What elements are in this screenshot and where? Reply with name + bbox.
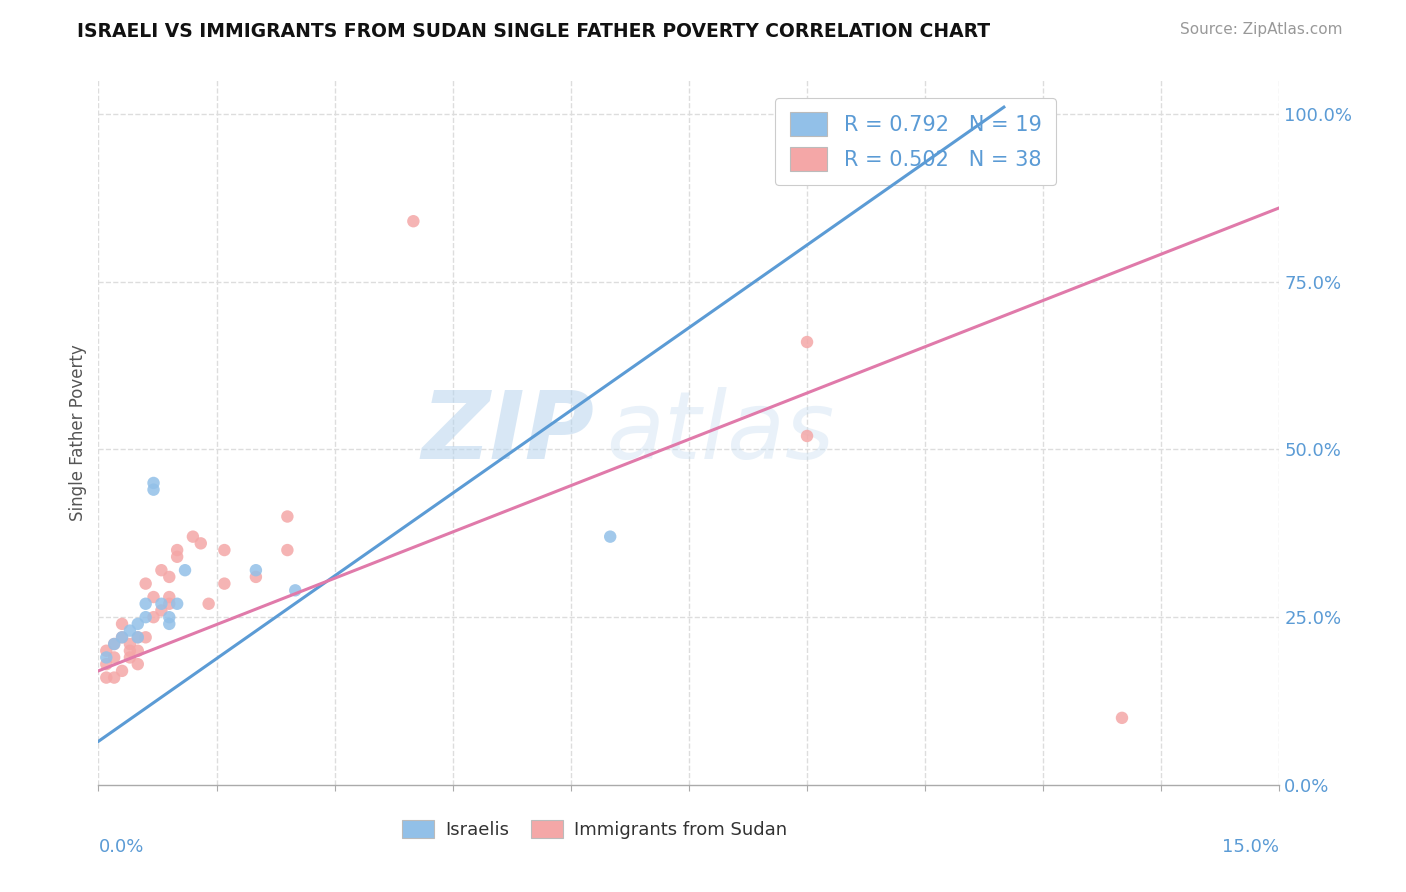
Point [96, 657, 118, 672]
Point [118, 644, 141, 658]
Point [118, 624, 141, 638]
Point [111, 630, 134, 644]
Point [796, 334, 818, 349]
Point [402, 214, 425, 228]
Point [103, 637, 125, 651]
Point [127, 616, 149, 631]
Point [135, 576, 157, 591]
Point [157, 590, 180, 604]
Point [96, 650, 118, 665]
Point [142, 483, 165, 497]
Point [150, 603, 173, 617]
Point [245, 570, 267, 584]
Point [127, 630, 149, 644]
Point [181, 530, 204, 544]
Point [127, 644, 149, 658]
Point [166, 543, 188, 558]
Point [135, 630, 157, 644]
Text: ZIP: ZIP [422, 386, 595, 479]
Point [103, 637, 125, 651]
Point [135, 597, 157, 611]
Point [214, 576, 236, 591]
Point [150, 563, 173, 577]
Point [599, 530, 621, 544]
Point [135, 610, 157, 624]
Point [276, 543, 298, 558]
Point [197, 597, 219, 611]
Text: Source: ZipAtlas.com: Source: ZipAtlas.com [1180, 22, 1343, 37]
Legend: Israelis, Immigrants from Sudan: Israelis, Immigrants from Sudan [395, 813, 794, 847]
Point [118, 637, 141, 651]
Point [1111, 711, 1133, 725]
Point [142, 610, 165, 624]
Point [118, 650, 141, 665]
Point [96, 671, 118, 685]
Point [190, 536, 212, 550]
Point [111, 616, 134, 631]
Point [127, 630, 149, 644]
Point [96, 644, 118, 658]
Point [157, 597, 180, 611]
Point [157, 570, 180, 584]
Point [111, 664, 134, 678]
Point [157, 610, 180, 624]
Point [166, 549, 188, 564]
Point [276, 509, 298, 524]
Text: ISRAELI VS IMMIGRANTS FROM SUDAN SINGLE FATHER POVERTY CORRELATION CHART: ISRAELI VS IMMIGRANTS FROM SUDAN SINGLE … [77, 22, 990, 41]
Point [103, 671, 125, 685]
Point [969, 127, 991, 141]
Point [157, 616, 180, 631]
Point [166, 597, 188, 611]
Point [150, 597, 173, 611]
Point [142, 590, 165, 604]
Point [127, 657, 149, 672]
Point [245, 563, 267, 577]
Point [142, 475, 165, 490]
Point [284, 583, 307, 598]
Point [111, 630, 134, 644]
Point [214, 543, 236, 558]
Point [103, 650, 125, 665]
Point [174, 563, 197, 577]
Text: 15.0%: 15.0% [1222, 838, 1279, 855]
Y-axis label: Single Father Poverty: Single Father Poverty [69, 344, 87, 521]
Text: atlas: atlas [606, 387, 835, 478]
Text: 0.0%: 0.0% [98, 838, 143, 855]
Point [796, 429, 818, 443]
